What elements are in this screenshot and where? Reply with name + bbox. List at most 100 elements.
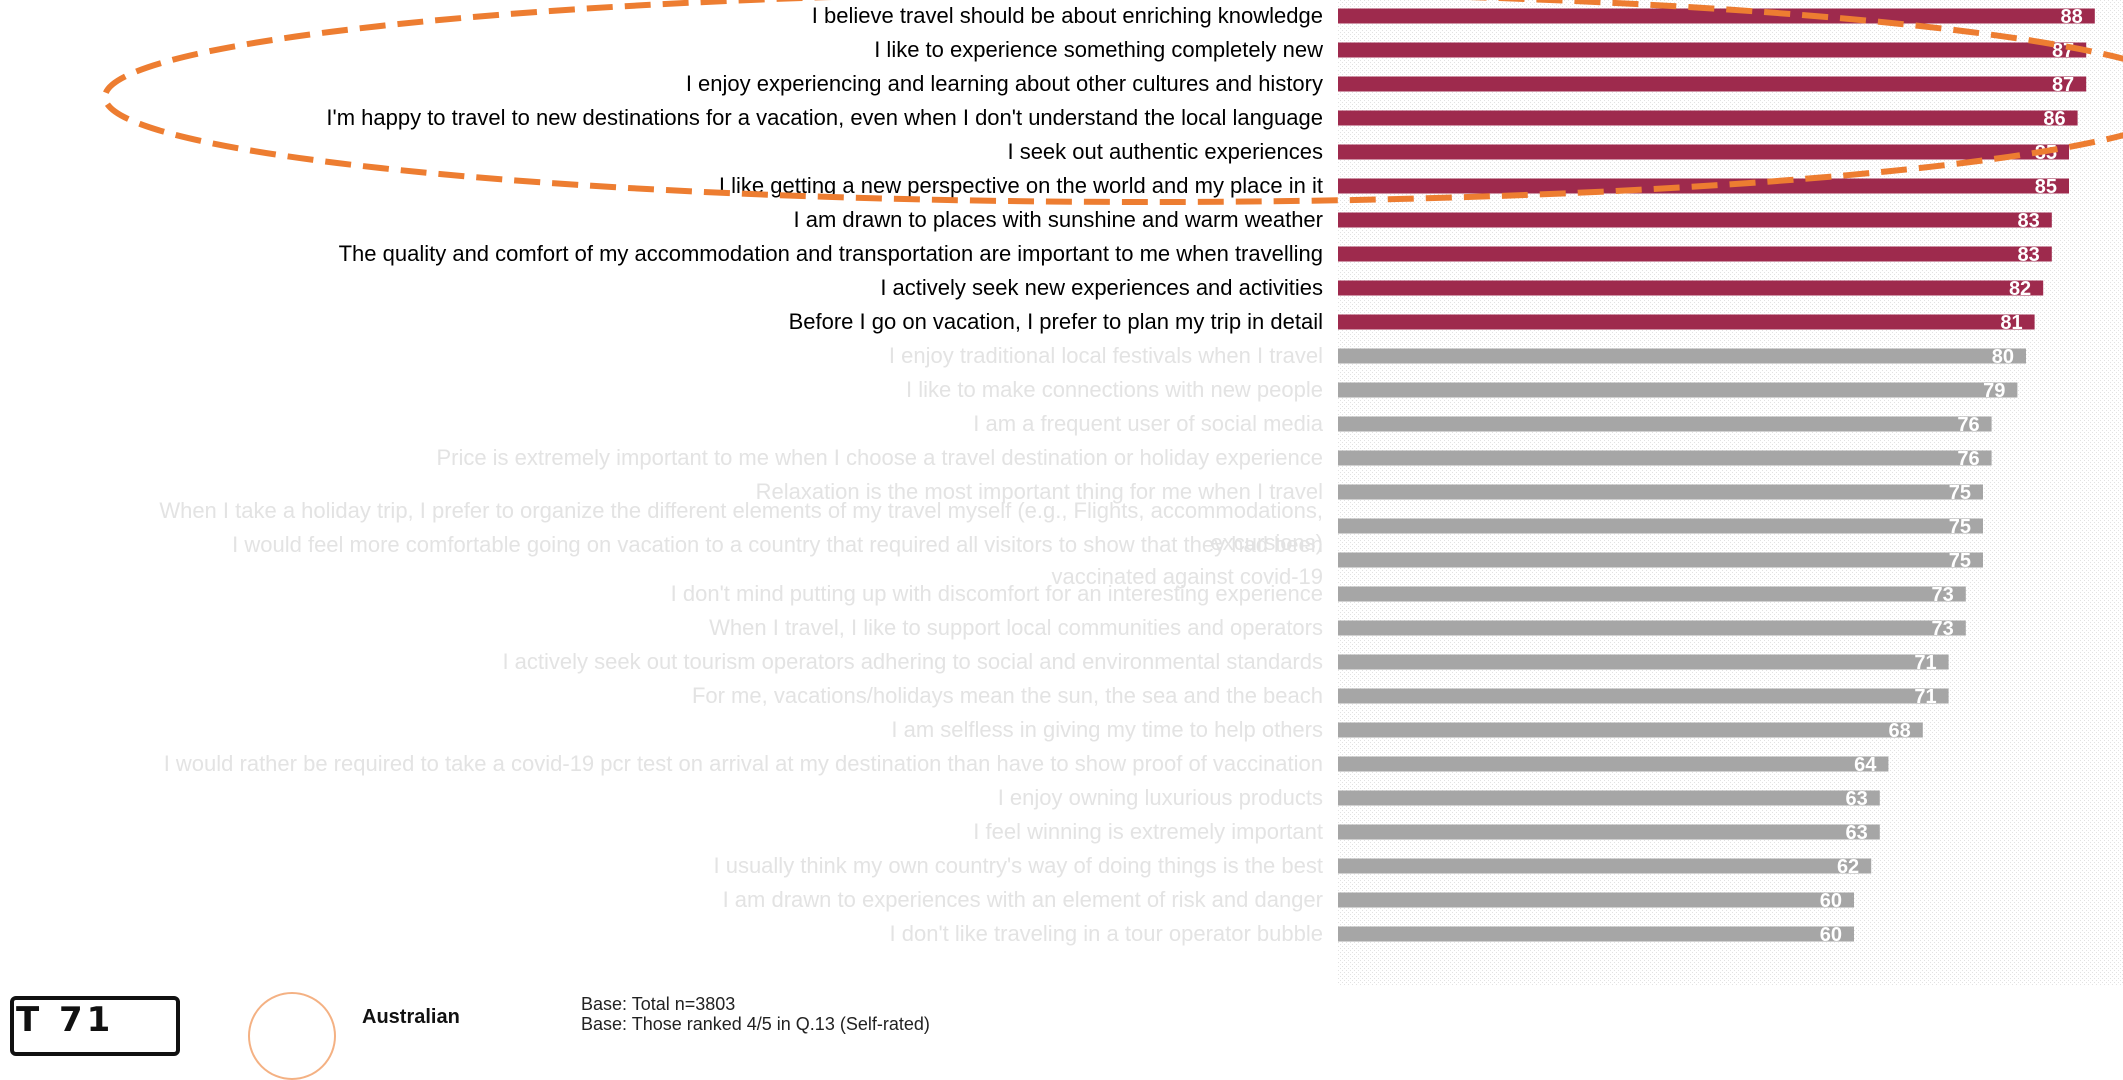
- bar-9: [1338, 280, 2044, 296]
- category-label-7: I am drawn to places with sunshine and w…: [794, 207, 1323, 232]
- bar-8: [1338, 246, 2052, 262]
- category-label-line: I like getting a new perspective on the …: [719, 173, 1323, 198]
- bar-13: [1338, 416, 1992, 432]
- category-label-20: I actively seek out tourism operators ad…: [502, 649, 1323, 674]
- bar-25: [1338, 824, 1880, 840]
- bar-11: [1338, 348, 2026, 364]
- value-label-12: 79: [1983, 380, 2005, 402]
- category-label-28: I don't like traveling in a tour operato…: [890, 921, 1323, 946]
- category-label-line: I don't like traveling in a tour operato…: [890, 921, 1323, 946]
- category-label-12: I like to make connections with new peop…: [906, 377, 1323, 402]
- value-label-17: 75: [1949, 550, 1971, 572]
- value-label-8: 83: [2018, 244, 2040, 266]
- base-note: Base: Total n=3803: [581, 994, 736, 1014]
- category-label-line: When I travel, I like to support local c…: [709, 615, 1323, 640]
- category-label-line: I like to experience something completel…: [874, 37, 1323, 62]
- category-label-line: The quality and comfort of my accommodat…: [339, 241, 1323, 266]
- value-label-13: 76: [1957, 414, 1979, 436]
- category-label-25: I feel winning is extremely important: [973, 819, 1323, 844]
- chart: I believe travel should be about enrichi…: [102, 0, 2123, 1025]
- category-label-17: I would feel more comfortable going on v…: [232, 532, 1323, 589]
- value-label-28: 60: [1820, 924, 1842, 946]
- value-label-27: 60: [1820, 890, 1842, 912]
- category-label-line: Relaxation is the most important thing f…: [756, 479, 1323, 504]
- bar-22: [1338, 722, 1923, 738]
- bar-16: [1338, 518, 1983, 534]
- value-label-19: 73: [1932, 618, 1954, 640]
- plot-area-background: [1338, 0, 2123, 1025]
- category-label-line: excursions): [1211, 530, 1323, 555]
- category-label-line: I actively seek new experiences and acti…: [880, 275, 1323, 300]
- category-label-8: The quality and comfort of my accommodat…: [339, 241, 1323, 266]
- value-label-6: 85: [2035, 176, 2057, 198]
- category-label-line: Price is extremely important to me when …: [436, 445, 1323, 470]
- category-label-9: I actively seek new experiences and acti…: [880, 275, 1323, 300]
- value-label-2: 87: [2052, 40, 2074, 62]
- category-label-line: For me, vacations/holidays mean the sun,…: [692, 683, 1323, 708]
- bar-10: [1338, 314, 2035, 330]
- category-label-line: I seek out authentic experiences: [1007, 139, 1323, 164]
- category-label-line: I am a frequent user of social media: [973, 411, 1323, 436]
- value-label-14: 76: [1957, 448, 1979, 470]
- category-label-2: I like to experience something completel…: [874, 37, 1323, 62]
- value-label-26: 62: [1837, 856, 1859, 878]
- category-label-24: I enjoy owning luxurious products: [998, 785, 1323, 810]
- bar-28: [1338, 926, 1854, 942]
- category-label-line: I enjoy experiencing and learning about …: [686, 71, 1323, 96]
- bar-15: [1338, 484, 1983, 500]
- value-label-24: 63: [1846, 788, 1868, 810]
- category-label-19: When I travel, I like to support local c…: [709, 615, 1323, 640]
- bar-17: [1338, 552, 1983, 568]
- value-label-7: 83: [2018, 210, 2040, 232]
- bar-3: [1338, 76, 2087, 92]
- category-label-5: I seek out authentic experiences: [1007, 139, 1323, 164]
- category-label-27: I am drawn to experiences with an elemen…: [723, 887, 1323, 912]
- category-label-line: Before I go on vacation, I prefer to pla…: [789, 309, 1323, 334]
- category-label-line: I enjoy owning luxurious products: [998, 785, 1323, 810]
- bar-7: [1338, 212, 2052, 228]
- value-label-10: 81: [2000, 312, 2022, 334]
- value-label-21: 71: [1914, 686, 1936, 708]
- partner-logo-circle: [248, 992, 336, 1080]
- value-label-25: 63: [1846, 822, 1868, 844]
- bar-24: [1338, 790, 1880, 806]
- category-label-line: I usually think my own country's way of …: [713, 853, 1323, 878]
- category-label-line: I'm happy to travel to new destinations …: [326, 105, 1323, 130]
- category-label-line: I am drawn to experiences with an elemen…: [723, 887, 1323, 912]
- bars: [1338, 8, 2095, 942]
- category-label-1: I believe travel should be about enrichi…: [812, 3, 1323, 28]
- category-label-line: I believe travel should be about enrichi…: [812, 3, 1323, 28]
- category-label-3: I enjoy experiencing and learning about …: [686, 71, 1323, 96]
- category-label-line: When I take a holiday trip, I prefer to …: [159, 498, 1323, 523]
- brand-logo-mark: T 71: [16, 1000, 115, 1040]
- value-label-23: 64: [1854, 754, 1877, 776]
- category-label-13: I am a frequent user of social media: [973, 411, 1323, 436]
- value-label-3: 87: [2052, 74, 2074, 96]
- category-label-6: I like getting a new perspective on the …: [719, 173, 1323, 198]
- bar-26: [1338, 858, 1872, 874]
- category-label-16: When I take a holiday trip, I prefer to …: [159, 498, 1323, 555]
- value-label-18: 73: [1932, 584, 1954, 606]
- value-label-11: 80: [1992, 346, 2014, 368]
- category-label-10: Before I go on vacation, I prefer to pla…: [789, 309, 1323, 334]
- bar-14: [1338, 450, 1992, 466]
- bar-19: [1338, 620, 1966, 636]
- category-label-23: I would rather be required to take a cov…: [164, 751, 1323, 776]
- footer: [0, 985, 2123, 1025]
- category-label-22: I am selfless in giving my time to help …: [891, 717, 1323, 742]
- category-label-4: I'm happy to travel to new destinations …: [326, 105, 1323, 130]
- value-label-16: 75: [1949, 516, 1971, 538]
- bar-20: [1338, 654, 1949, 670]
- category-label-18: I don't mind putting up with discomfort …: [671, 581, 1323, 606]
- value-label-1: 88: [2061, 6, 2083, 28]
- category-label-line: I actively seek out tourism operators ad…: [502, 649, 1323, 674]
- bar-23: [1338, 756, 1889, 772]
- category-label-14: Price is extremely important to me when …: [436, 445, 1323, 470]
- category-label-26: I usually think my own country's way of …: [713, 853, 1323, 878]
- value-label-4: 86: [2043, 108, 2065, 130]
- bar-4: [1338, 110, 2078, 126]
- category-label-15: Relaxation is the most important thing f…: [756, 479, 1323, 504]
- bar-1: [1338, 8, 2095, 24]
- bar-12: [1338, 382, 2018, 398]
- category-label-line: I am drawn to places with sunshine and w…: [794, 207, 1323, 232]
